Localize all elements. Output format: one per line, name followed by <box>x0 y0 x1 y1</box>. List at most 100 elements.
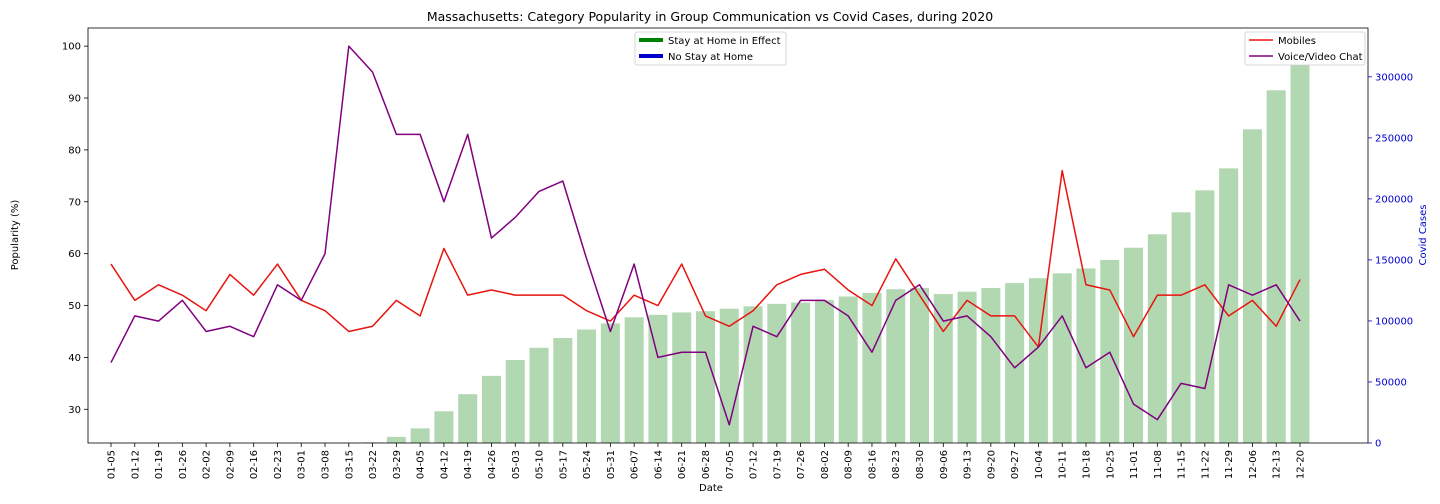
chart-title: Massachusetts: Category Popularity in Gr… <box>427 9 993 24</box>
series-line-voice-video-chat <box>110 45 1301 426</box>
y-tick-label: 90 <box>68 94 81 105</box>
bar-10-11 <box>1052 273 1072 443</box>
x-tick-label: 11-15 <box>1177 450 1188 479</box>
bar-08-09 <box>838 296 858 443</box>
bar-11-22 <box>1195 190 1215 443</box>
x-tick-label: 12-13 <box>1272 450 1283 479</box>
x-tick-label: 01-12 <box>130 450 141 479</box>
y-tick-label: 30 <box>68 405 81 416</box>
x-tick-label: 03-15 <box>344 450 355 479</box>
y-tick-label: 100 <box>62 42 81 53</box>
x-tick-label: 05-24 <box>582 450 593 479</box>
x-tick-label: 08-16 <box>867 450 878 479</box>
ticks-layer: 30 40 50 60 70 80 90 100 0 50000 100000 150000 20000… <box>62 42 1413 479</box>
x-tick-label: 05-03 <box>511 450 522 479</box>
x-tick-label: 06-14 <box>653 450 664 479</box>
y-tick-label: 40 <box>68 353 81 364</box>
x-tick-label: 09-27 <box>1010 450 1021 479</box>
bar-10-04 <box>1028 278 1048 443</box>
legend-label-voice-video-chat: Voice/Video Chat <box>1278 52 1363 63</box>
x-tick-label: 05-17 <box>558 450 569 479</box>
bar-05-31 <box>600 323 620 443</box>
x-tick-label: 04-26 <box>487 450 498 479</box>
y2-axis-label: Covid Cases <box>1418 204 1429 265</box>
legend-frame <box>1244 31 1366 66</box>
x-tick-label: 03-08 <box>321 450 332 479</box>
bar-08-02 <box>814 300 834 443</box>
legend-label-mobiles: Mobiles <box>1278 36 1316 47</box>
bar-05-10 <box>529 347 549 443</box>
y-tick-label: 80 <box>68 145 81 156</box>
y2-tick-label: 0 <box>1375 439 1381 450</box>
bar-06-07 <box>624 317 644 443</box>
x-tick-label: 05-10 <box>535 450 546 479</box>
y2-tick-label: 50000 <box>1375 377 1407 388</box>
bar-11-01 <box>1124 247 1144 443</box>
legend-stay-at-home: Stay at Home in Effect No Stay at Home <box>634 31 787 66</box>
x-tick-label: 07-19 <box>772 450 783 479</box>
x-tick-label: 01-05 <box>107 450 118 479</box>
plot-frame <box>87 27 1369 444</box>
x-tick-label: 04-19 <box>463 450 474 479</box>
bar-07-12 <box>743 306 763 443</box>
bar-11-15 <box>1171 212 1191 443</box>
legend-label-stay-at-home: Stay at Home in Effect <box>668 36 781 47</box>
bar-08-16 <box>862 292 882 443</box>
x-tick-label: 08-02 <box>820 450 831 479</box>
x-tick-label: 05-31 <box>606 450 617 479</box>
y-axis-label: Popularity (%) <box>10 200 21 271</box>
x-tick-label: 10-04 <box>1034 450 1045 479</box>
bar-05-17 <box>553 338 573 443</box>
bar-07-26 <box>791 302 811 443</box>
x-tick-label: 09-13 <box>963 450 974 479</box>
y2-tick-label: 250000 <box>1375 133 1413 144</box>
y2-tick-label: 100000 <box>1375 316 1413 327</box>
lines-layer <box>110 45 1301 426</box>
x-tick-label: 11-22 <box>1200 450 1211 479</box>
bar-12-20 <box>1290 49 1310 444</box>
series-line-mobiles <box>110 169 1301 348</box>
x-tick-label: 11-08 <box>1153 450 1164 479</box>
x-tick-label: 02-09 <box>225 450 236 479</box>
bar-10-25 <box>1100 259 1120 443</box>
bar-08-30 <box>910 287 930 443</box>
x-tick-label: 06-28 <box>701 450 712 479</box>
x-tick-label: 10-11 <box>1058 450 1069 479</box>
x-tick-label: 08-09 <box>844 450 855 479</box>
bar-05-24 <box>577 329 597 443</box>
x-tick-label: 03-01 <box>297 450 308 479</box>
x-tick-label: 08-30 <box>915 450 926 479</box>
x-tick-label: 06-07 <box>630 450 641 479</box>
legend-frame <box>634 31 787 66</box>
x-tick-label: 10-25 <box>1105 450 1116 479</box>
bar-04-19 <box>458 394 478 443</box>
bar-12-06 <box>1242 129 1262 443</box>
y-tick-label: 60 <box>68 249 81 260</box>
bar-09-13 <box>957 291 977 443</box>
x-tick-label: 08-23 <box>891 450 902 479</box>
bar-12-13 <box>1266 90 1286 443</box>
x-tick-label: 11-01 <box>1129 450 1140 479</box>
x-tick-label: 03-22 <box>368 450 379 479</box>
x-tick-label: 10-18 <box>1081 450 1092 479</box>
bar-09-20 <box>981 287 1001 443</box>
x-tick-label: 07-26 <box>796 450 807 479</box>
x-tick-label: 02-16 <box>249 450 260 479</box>
y2-tick-label: 200000 <box>1375 194 1413 205</box>
bar-07-19 <box>767 303 787 443</box>
y-tick-label: 50 <box>68 301 81 312</box>
bars-layer <box>363 49 1310 444</box>
bar-09-06 <box>933 294 953 443</box>
x-tick-label: 09-20 <box>986 450 997 479</box>
legend-label-no-stay-at-home: No Stay at Home <box>668 52 753 63</box>
legend-series: Mobiles Voice/Video Chat <box>1244 31 1366 66</box>
bar-09-27 <box>1005 283 1025 443</box>
bar-03-29 <box>386 436 406 443</box>
bar-08-23 <box>886 289 906 443</box>
bar-11-29 <box>1219 168 1239 443</box>
y-tick-label: 70 <box>68 197 81 208</box>
bar-06-28 <box>695 311 716 443</box>
bar-06-21 <box>672 312 692 443</box>
x-tick-label: 01-19 <box>154 450 165 479</box>
bar-04-12 <box>434 411 454 443</box>
